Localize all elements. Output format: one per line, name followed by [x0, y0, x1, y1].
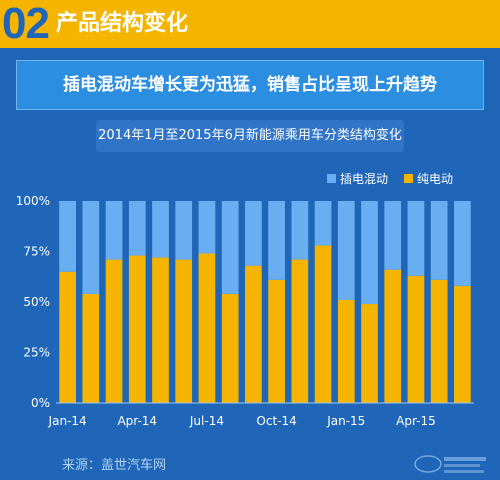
bar-phev-Mar-14 — [105, 201, 123, 260]
bar-phev-Nov-14 — [291, 201, 309, 260]
bar-phev-Jun-15 — [454, 201, 471, 286]
bar-bev-Sep-14 — [245, 265, 262, 403]
chart-title: 2014年1月至2015年6月新能源乘用车分类结构变化 — [96, 120, 404, 152]
bar-phev-Oct-14 — [268, 201, 285, 280]
bar-phev-Apr-15 — [407, 201, 425, 276]
y-tick-label: 0% — [31, 396, 50, 410]
source-note: 来源：盖世汽车网 — [62, 458, 167, 473]
y-tick-label: 25% — [23, 346, 50, 360]
bar-bev-Aug-14 — [221, 293, 239, 403]
bar-phev-Feb-15 — [361, 201, 378, 305]
bar-phev-Jan-14 — [59, 201, 76, 272]
bar-bev-Mar-15 — [384, 269, 402, 403]
bar-bev-Jan-15 — [337, 299, 355, 403]
section-number: 02 — [2, 0, 50, 48]
bar-bev-Oct-14 — [268, 279, 285, 403]
bar-bev-Jun-14 — [175, 259, 193, 403]
bar-bev-Dec-14 — [314, 245, 332, 403]
chart-legend: 插电混动 纯电动 — [327, 172, 453, 186]
bar-bev-Apr-14 — [128, 255, 146, 403]
x-tick-label: Apr-15 — [396, 414, 436, 428]
x-tick-label: Jan-14 — [48, 414, 87, 428]
x-tick-label: Oct-14 — [256, 414, 296, 428]
legend-label-phev: 插电混动 — [340, 172, 388, 186]
bar-phev-Jan-15 — [337, 201, 355, 300]
bar-phev-May-14 — [152, 201, 169, 258]
bar-phev-Jul-14 — [198, 201, 216, 254]
legend-label-bev: 纯电动 — [417, 172, 453, 186]
x-axis: Jan-14 Apr-14 Jul-14 Oct-14 Jan-15 Apr-15 — [48, 414, 436, 428]
section-header: 02 产品结构变化 — [0, 0, 500, 48]
bar-phev-Feb-14 — [82, 201, 100, 294]
bar-bev-Jul-14 — [198, 253, 216, 403]
bar-bev-Jan-14 — [59, 271, 76, 403]
headline-banner: 插电混动车增长更为迅猛，销售占比呈现上升趋势 — [16, 60, 484, 110]
bar-phev-Dec-14 — [314, 201, 332, 246]
bar-bev-May-14 — [152, 257, 169, 403]
y-tick-label: 75% — [23, 245, 50, 259]
x-tick-label: Apr-14 — [117, 414, 157, 428]
x-tick-label: Jul-14 — [189, 414, 224, 428]
bar-phev-May-15 — [430, 201, 448, 280]
y-axis: 0% 25% 50% 75% 100% — [16, 194, 50, 410]
bar-bev-Mar-14 — [105, 259, 123, 403]
bar-phev-Mar-15 — [384, 201, 402, 270]
bar-bev-Feb-15 — [361, 304, 378, 403]
bar-bev-Jun-15 — [454, 285, 471, 403]
gasgoo-logo — [414, 455, 486, 473]
legend-swatch-phev — [327, 174, 336, 183]
bar-bev-Nov-14 — [291, 259, 309, 403]
stacked-bar-chart: 插电混动 纯电动 0% 25% 50% 75% 100% Jan-14 Apr-14 Jul… — [16, 172, 474, 428]
bars — [59, 201, 471, 403]
section-title: 产品结构变化 — [56, 11, 189, 36]
bar-phev-Jun-14 — [175, 201, 193, 260]
legend-swatch-bev — [404, 174, 413, 183]
bar-phev-Apr-14 — [128, 201, 146, 256]
bar-bev-Apr-15 — [407, 275, 425, 403]
bar-phev-Sep-14 — [245, 201, 262, 266]
y-tick-label: 100% — [16, 194, 50, 208]
x-tick-label: Jan-15 — [326, 414, 365, 428]
bar-phev-Aug-14 — [221, 201, 239, 294]
bar-bev-May-15 — [430, 279, 448, 403]
bar-bev-Feb-14 — [82, 293, 100, 403]
y-tick-label: 50% — [23, 295, 50, 309]
